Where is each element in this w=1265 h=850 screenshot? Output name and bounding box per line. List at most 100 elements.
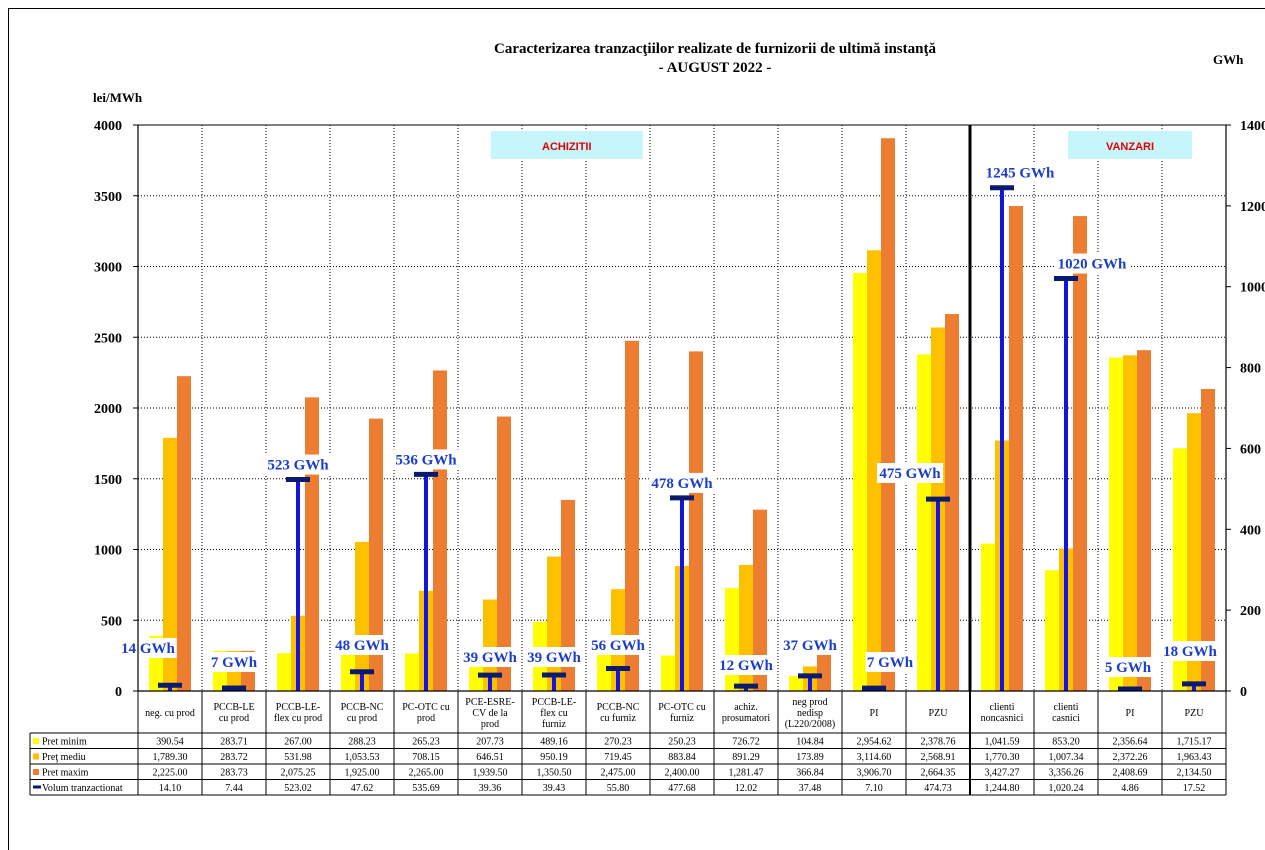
volume-label-bg — [1054, 253, 1130, 274]
legend-entry: Volum tranzactionat — [42, 783, 123, 794]
table-cell-value: 489.16 — [540, 737, 568, 748]
x-category-label: PCCB-LE- — [276, 702, 320, 713]
table-cell-value: 1,715.17 — [1177, 737, 1212, 748]
table-cell-value: 39.43 — [543, 783, 566, 794]
volume-data-label: 48 GWh — [335, 638, 389, 654]
volume-label-bg — [461, 647, 519, 667]
volume-data-label: 5 GWh — [1105, 660, 1152, 676]
table-cell-value: 366.84 — [796, 768, 824, 779]
bar-pret-minim — [1173, 448, 1187, 691]
volume-label-bg — [525, 647, 583, 667]
volume-label-bg — [392, 449, 460, 470]
section-label-box — [490, 131, 643, 159]
table-cell-value: 14.10 — [159, 783, 182, 794]
x-category-label: PC-OTC cu — [402, 702, 450, 713]
table-cell-value: 37.48 — [799, 783, 822, 794]
x-category-label: cu prod — [219, 713, 249, 724]
y-left-tick-label: 1000 — [94, 544, 122, 559]
table-cell-value: 207.73 — [476, 737, 504, 748]
bar-pret-minim — [597, 652, 611, 691]
x-category-label: prod — [481, 719, 499, 730]
table-cell-value: 2,400.00 — [665, 768, 700, 779]
bar-pret-minim — [981, 543, 995, 691]
y-left-tick-label: 1500 — [94, 473, 122, 488]
section-label-box — [1068, 131, 1192, 159]
bar-pret-minim — [917, 354, 931, 691]
volume-label-bg — [781, 635, 839, 655]
y-right-tick-label: 1400 — [1240, 119, 1265, 134]
volume-label-bg — [1103, 657, 1153, 677]
bar-pret-minim — [789, 676, 803, 691]
bar-pret-minim — [853, 272, 867, 691]
bar-pre-mediu — [483, 599, 497, 691]
table-cell-value: 2,568.91 — [921, 752, 956, 763]
table-cell-value: 283.73 — [220, 768, 248, 779]
table-cell-value: 719.45 — [604, 752, 632, 763]
table-cell-value: 3,356.26 — [1049, 768, 1084, 779]
table-cell-value: 3,906.70 — [857, 768, 892, 779]
x-category-label: furniz — [670, 713, 694, 724]
x-category-label: PZU — [929, 708, 949, 719]
table-cell-value: 1,939.50 — [473, 768, 508, 779]
table-cell-value: 474.73 — [924, 783, 952, 794]
table-cell-value: 265.23 — [412, 737, 440, 748]
volume-label-bg — [589, 635, 647, 655]
bar-pre-mediu — [355, 541, 369, 691]
table-cell-value: 1,041.59 — [985, 737, 1020, 748]
y-right-tick-label: 800 — [1240, 362, 1261, 377]
table-cell-value: 2,225.00 — [153, 768, 188, 779]
table-cell-value: 1,770.30 — [985, 752, 1020, 763]
y-left-tick-label: 4000 — [94, 119, 122, 134]
x-category-label: PCCB-LE — [213, 702, 254, 713]
plot-area: 0 500 1000 1500 2000 2500 3000 3500 4000 0 200 400 6… — [29, 119, 1265, 796]
bar-pret-maxim — [689, 351, 703, 691]
x-category-label: PI — [1126, 708, 1135, 719]
bar-pre-mediu — [547, 556, 561, 691]
legend-key — [33, 753, 39, 760]
y-right-tick-label: 400 — [1240, 523, 1261, 538]
volume-data-label: 536 GWh — [395, 452, 457, 468]
table-cell-value: 288.23 — [348, 737, 376, 748]
y-left-tick-label: 3000 — [94, 261, 122, 276]
y-left-unit-label: lei/MWh — [93, 90, 143, 105]
x-category-label: neg prod — [792, 697, 827, 708]
volume-label-bg — [982, 162, 1058, 183]
legend-entry: Pret maxim — [42, 768, 89, 779]
bar-pret-maxim — [497, 416, 511, 691]
table-cell-value: 267.00 — [284, 737, 312, 748]
table-cell-value: 2,265.00 — [409, 768, 444, 779]
volume-label-bg — [209, 652, 259, 672]
legend-entry: Preţ mediu — [42, 752, 86, 763]
table-cell-value: 3,427.27 — [985, 768, 1020, 779]
bar-pret-minim — [725, 588, 739, 691]
table-cell-value: 2,372.26 — [1113, 752, 1148, 763]
x-category-label: CV de la — [472, 708, 508, 719]
volume-data-label: 12 GWh — [719, 658, 773, 674]
y-right-tick-label: 600 — [1240, 442, 1261, 457]
table-cell-value: 853.20 — [1052, 737, 1080, 748]
x-category-label: PCCB-NC — [341, 702, 384, 713]
bar-pret-maxim — [561, 499, 575, 691]
x-category-label: clienti — [1054, 702, 1079, 713]
table-cell-value: 12.02 — [735, 783, 758, 794]
x-category-label: flex cu prod — [274, 713, 322, 724]
table-cell-value: 283.72 — [220, 752, 248, 763]
section-label: ACHIZITII — [542, 141, 592, 153]
table-cell-value: 39.36 — [479, 783, 502, 794]
volume-data-label: 475 GWh — [879, 466, 941, 482]
volume-label-bg — [865, 652, 915, 672]
legend-key — [33, 785, 41, 789]
table-cell-value: 2,664.35 — [921, 768, 956, 779]
x-category-label: PCCB-NC — [597, 702, 640, 713]
table-cell-value: 1,281.47 — [729, 768, 764, 779]
bar-pret-maxim — [369, 418, 383, 691]
table-cell-value: 270.23 — [604, 737, 632, 748]
volume-data-label: 14 GWh — [121, 641, 175, 657]
volume-data-label: 37 GWh — [783, 638, 837, 654]
x-category-label: nedisp — [797, 708, 823, 719]
table-cell-value: 1,053.53 — [345, 752, 380, 763]
x-category-label: achiz. — [734, 702, 758, 713]
bar-pre-mediu — [163, 437, 177, 691]
volume-data-label: 523 GWh — [267, 458, 329, 474]
